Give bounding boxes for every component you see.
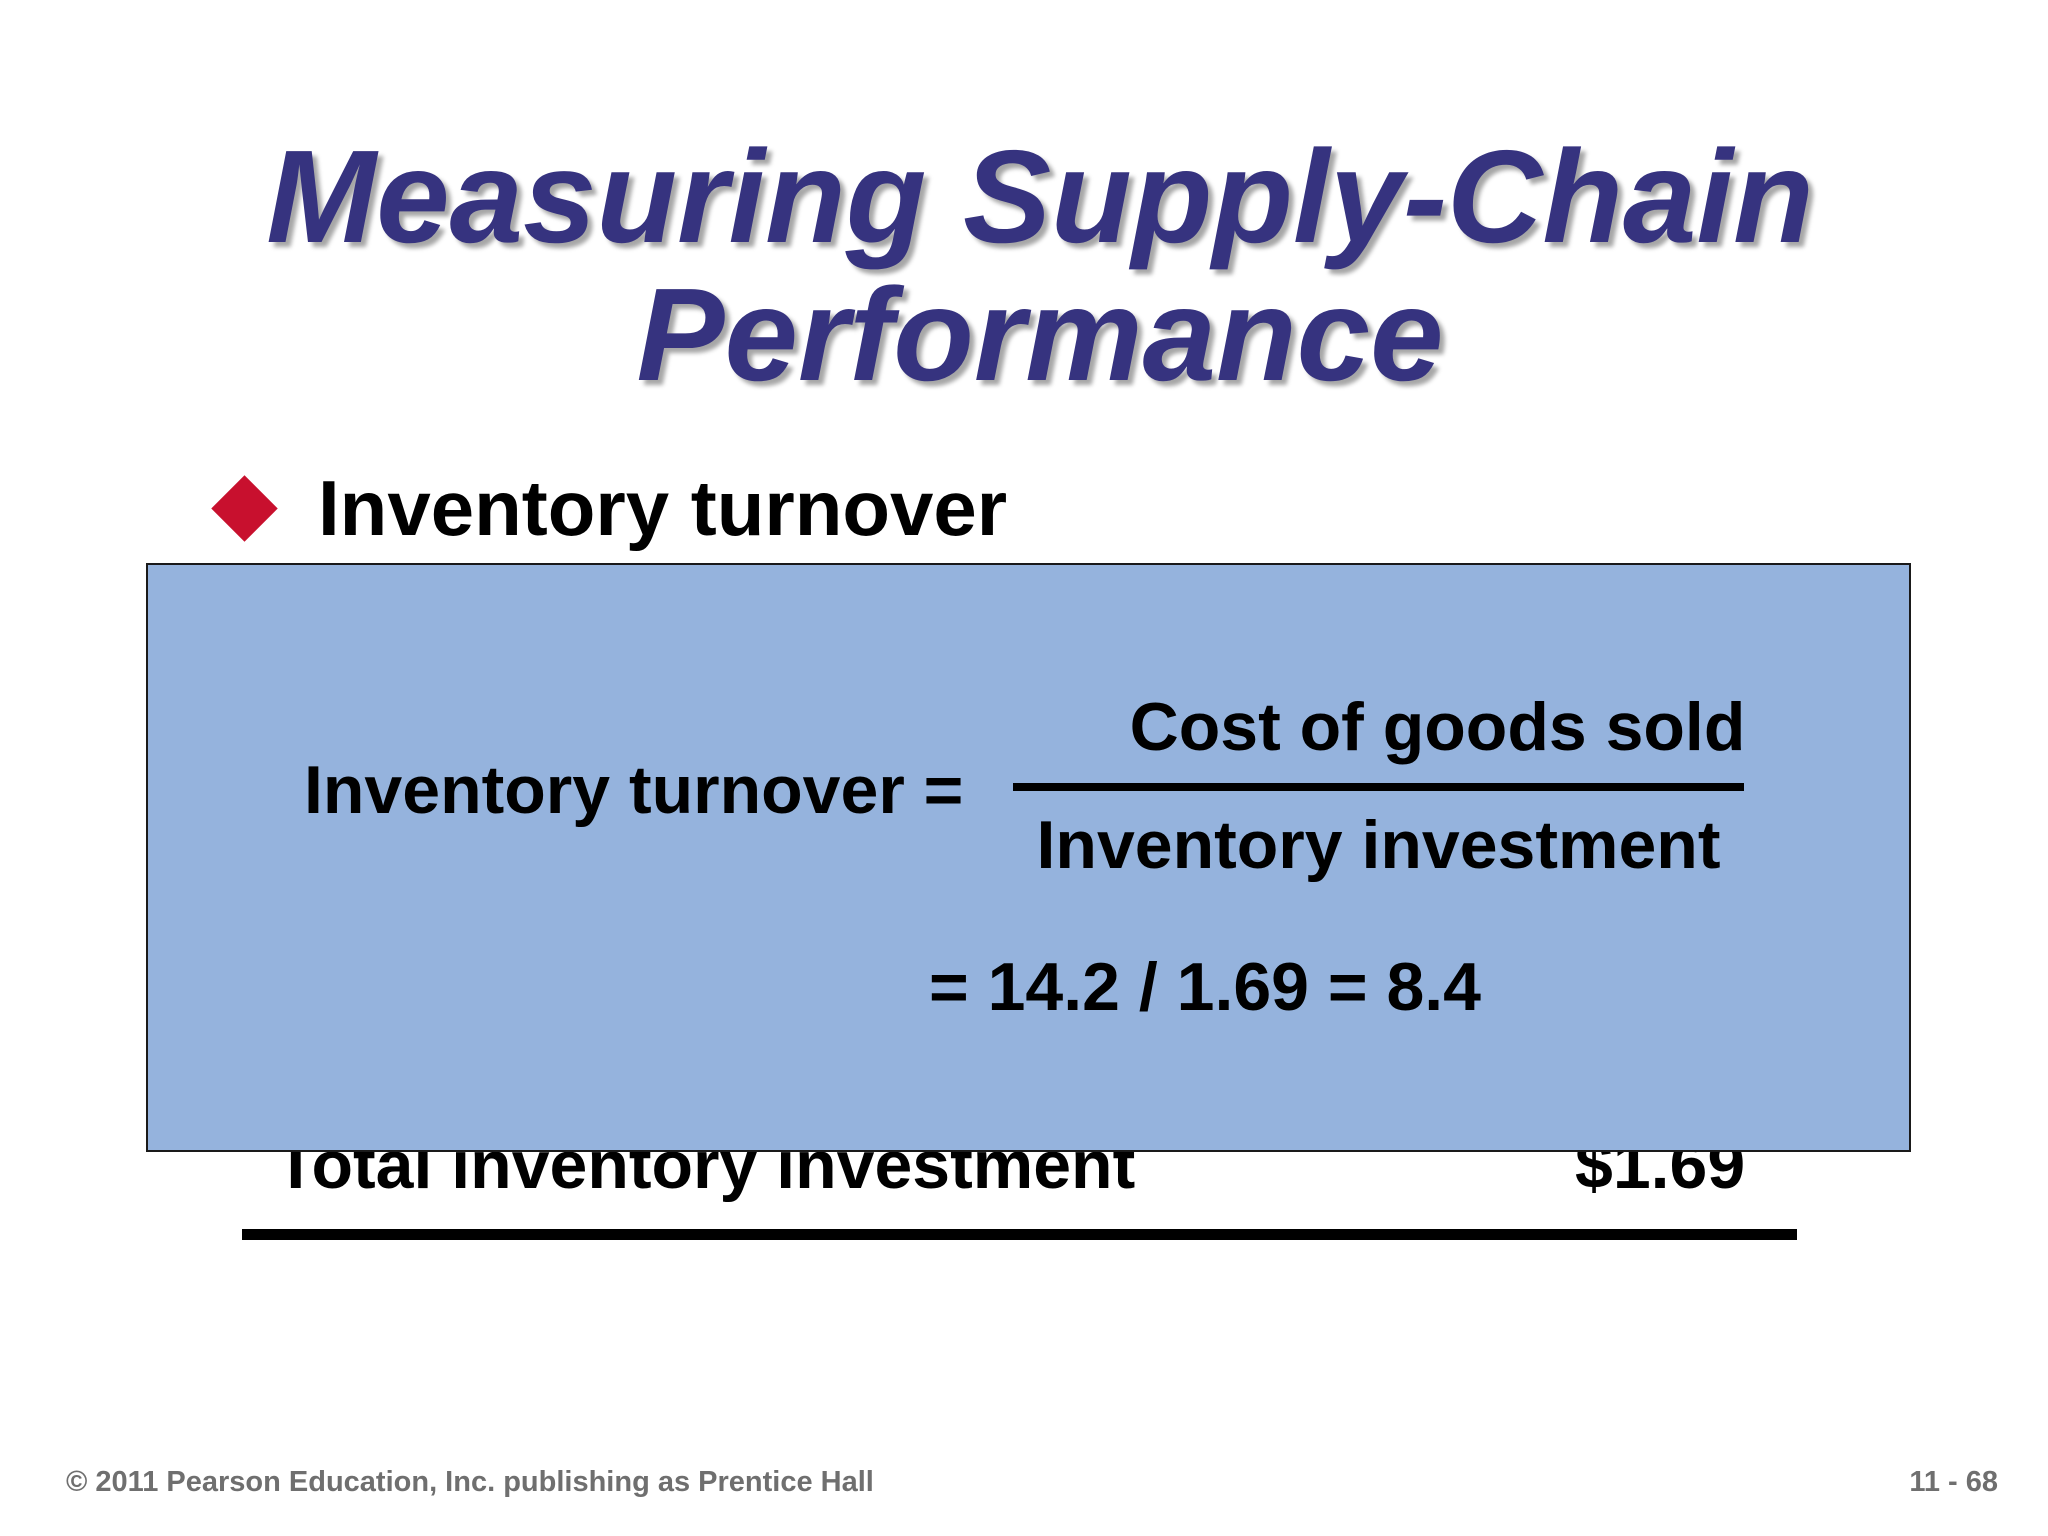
- formula-box: Inventory turnover = Cost of goods sold …: [146, 563, 1911, 1152]
- footer-copyright: © 2011 Pearson Education, Inc. publishin…: [66, 1466, 874, 1498]
- formula-lhs: Inventory turnover =: [304, 752, 964, 828]
- slide-title-line-1: Measuring Supply-Chain: [266, 123, 1814, 270]
- formula-result: = 14.2 / 1.69 = 8.4: [929, 949, 1482, 1025]
- formula-numerator: Cost of goods sold: [1129, 689, 1746, 765]
- table-bottom-rule: [242, 1229, 1797, 1240]
- fraction-bar: [1013, 783, 1744, 791]
- bullet-text: Inventory turnover: [318, 463, 1008, 552]
- slide-title-line-2: Performance: [636, 261, 1444, 408]
- slide-title: Measuring Supply-Chain Performance: [0, 128, 2048, 404]
- footer-page-number: 11 - 68: [1909, 1466, 1998, 1498]
- diamond-bullet-icon: [211, 474, 278, 542]
- formula-denominator: Inventory investment: [1036, 807, 1721, 883]
- bullet-item: Inventory turnover: [205, 458, 1007, 558]
